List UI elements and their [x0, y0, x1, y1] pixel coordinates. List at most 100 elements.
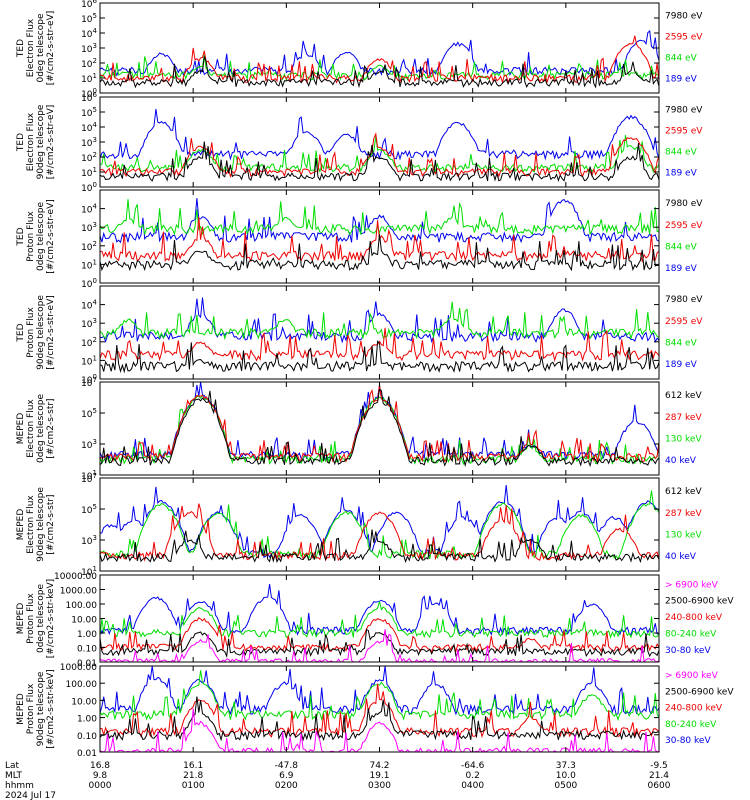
y-tick-label: 105: [81, 503, 97, 516]
y-tick-label: 107: [81, 376, 97, 389]
y-axis-label: TEDProton Flux0deg telescope[#/cm2-s-str…: [16, 199, 56, 274]
y-tick-label: 0.10: [77, 645, 97, 655]
x-tick-label-lat: 16.8: [90, 761, 110, 771]
legend-entry: 189 eV: [665, 264, 698, 274]
x-tick-label-mlt: 19.1: [369, 771, 389, 781]
panel-3: 100 101 102 103 104 TEDProton Flux0deg telesc…: [16, 189, 703, 290]
legend-entry: 7980 eV: [665, 12, 703, 22]
y-tick-label: 104: [81, 203, 97, 216]
x-tick-label-hhmm: 0400: [461, 781, 484, 791]
y-tick-label: 103: [81, 317, 97, 330]
series-line-1: [100, 297, 659, 344]
x-row-label: MLT: [5, 771, 23, 781]
series-line-1: [100, 485, 659, 560]
plot-area: [100, 108, 659, 182]
series-line-4: [100, 388, 659, 468]
y-tick-label: 100.00: [66, 601, 98, 611]
series-line-3: [100, 616, 659, 654]
series-line-3: [100, 503, 659, 562]
series-line-4: [100, 696, 659, 742]
y-tick-label: 10.00: [71, 697, 97, 707]
series-line-3: [100, 132, 659, 179]
panel-6: 101 103 105 107 MEPEDElectron Flux90deg tele…: [16, 472, 702, 578]
y-tick-label: 0.10: [77, 732, 97, 742]
y-tick-label: 101: [81, 469, 97, 482]
series-line-2: [100, 394, 659, 466]
y-tick-label: 105: [81, 12, 97, 25]
legend-entry: 844 eV: [665, 148, 698, 158]
legend-entry: 2500-6900 keV: [665, 687, 734, 697]
x-tick-label-hhmm: 0300: [368, 781, 391, 791]
y-axis-label: MEPEDProton Flux90deg telescope[#/cm2-s-…: [16, 669, 56, 748]
y-tick-label: 101: [81, 72, 97, 85]
y-tick-label: 1000.00: [60, 663, 97, 673]
legend-entry: 2595 eV: [665, 317, 703, 327]
series-line-2: [100, 135, 659, 174]
series-line-2: [100, 199, 659, 236]
series-line-2: [100, 490, 659, 561]
legend-entry: 7980 eV: [665, 106, 703, 116]
y-tick-label: 103: [81, 534, 97, 547]
y-tick-label: 100: [81, 87, 97, 100]
y-tick-label: 104: [81, 299, 97, 312]
y-tick-label: 101: [81, 166, 97, 179]
x-tick-label-mlt: 21.8: [183, 771, 203, 781]
y-tick-label: 101: [81, 565, 97, 578]
series-line-3: [100, 216, 659, 264]
panel-1: 100 101 102 103 104 105 106 TEDElectron Flux0de…: [16, 0, 703, 100]
y-tick-label: 103: [81, 221, 97, 234]
legend-entry: 7980 eV: [665, 199, 703, 209]
legend-entry: 130 keV: [665, 530, 702, 540]
legend-entry: 240-800 keV: [665, 613, 723, 623]
plot-area: [100, 666, 659, 752]
y-tick-label: 105: [81, 407, 97, 420]
y-tick-label: 103: [81, 136, 97, 149]
x-tick-label-mlt: 9.8: [93, 771, 108, 781]
y-axis-label: MEPEDProton Flux0deg telescope[#/cm2-s-s…: [16, 579, 56, 658]
plot-area: [100, 485, 659, 564]
y-tick-label: 106: [81, 0, 97, 10]
legend-entry: 189 eV: [665, 168, 698, 178]
x-tick-label-hhmm: 0000: [89, 781, 112, 791]
x-tick-label-lat: 37.3: [556, 761, 576, 771]
legend-entry: > 6900 keV: [665, 580, 719, 590]
series-line-1: [100, 666, 659, 716]
x-tick-label-mlt: 10.0: [556, 771, 576, 781]
panel-8: 0.01 0.10 1.00 10.00 100.00 1000.00 MEPEDProto…: [16, 663, 734, 759]
y-tick-label: 101: [81, 258, 97, 271]
x-tick-label-lat: -47.8: [275, 761, 299, 771]
date-label: 2024 Jul 17: [5, 791, 56, 800]
panel-5: 101 103 105 107 MEPEDElectron Flux0deg teles…: [16, 376, 702, 482]
y-tick-label: 100: [81, 373, 97, 386]
y-axis-label: TEDElectron Flux90deg telescope[#/cm2-s-…: [16, 104, 56, 179]
legend-entry: 80-240 keV: [665, 720, 717, 730]
plot-area: [100, 584, 659, 662]
legend-entry: 287 keV: [665, 509, 702, 519]
series-line-1: [100, 29, 659, 77]
legend-entry: 80-240 keV: [665, 630, 717, 640]
legend-entry: 40 keV: [665, 552, 697, 562]
panels: 100 101 102 103 104 105 106 TEDElectron Flux0de…: [16, 0, 734, 759]
y-tick-label: 103: [81, 42, 97, 55]
series-line-3: [100, 35, 659, 84]
legend-entry: > 6900 keV: [665, 671, 719, 681]
x-tick-label-mlt: 21.4: [649, 771, 669, 781]
legend-entry: 240-800 keV: [665, 704, 723, 714]
series-line-4: [100, 529, 659, 564]
y-tick-label: 100: [81, 181, 97, 194]
y-tick-label: 1.00: [77, 715, 97, 725]
series-line-4: [100, 340, 659, 374]
y-tick-label: 104: [81, 121, 97, 134]
series-line-3: [100, 384, 659, 464]
y-tick-label: 10.00: [71, 616, 97, 626]
x-row-label: Lat: [5, 761, 20, 771]
legend-entry: 844 eV: [665, 54, 698, 64]
series-line-1: [100, 584, 659, 637]
legend-entry: 2500-6900 keV: [665, 597, 734, 607]
legend-entry: 612 keV: [665, 487, 702, 497]
x-tick-label-mlt: 6.9: [279, 771, 294, 781]
x-row-label: hhmm: [5, 781, 34, 791]
y-tick-label: 106: [81, 91, 97, 104]
plot-area: [100, 297, 659, 374]
